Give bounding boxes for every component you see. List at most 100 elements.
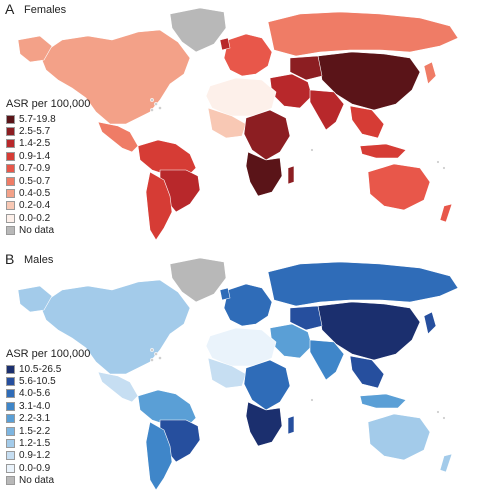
panel-letter: A	[5, 1, 15, 17]
region-central-asia	[289, 305, 323, 331]
region-australia	[367, 163, 431, 211]
legend-label: 0.9-1.2	[19, 450, 51, 462]
region-uk	[219, 287, 231, 301]
legend-swatch	[6, 426, 15, 436]
region-india	[309, 339, 345, 381]
region-europe	[223, 283, 273, 327]
legend-item: 0.7-0.9	[6, 163, 90, 175]
region-southern-africa	[245, 401, 283, 447]
region-greenland	[169, 7, 227, 53]
legend-label: 0.2-0.4	[19, 200, 51, 212]
females-legend: ASR per 100,000 5.7-19.8 2.5-5.7 1.4-2.5 0.…	[6, 98, 90, 237]
legend-rows: 5.7-19.8 2.5-5.7 1.4-2.5 0.9-1.4 0.7-0.9 0.5-…	[6, 113, 90, 237]
legend-swatch	[6, 226, 15, 236]
region-india	[309, 89, 345, 131]
legend-swatch	[6, 189, 15, 199]
legend-rows: 10.5-26.5 5.6-10.5 4.0-5.6 3.1-4.0 2.2-3.1 1.…	[6, 363, 90, 487]
legend-swatch	[6, 127, 15, 137]
legend-item: 0.9-1.4	[6, 150, 90, 162]
region-uk	[219, 37, 231, 51]
legend-item: No data	[6, 475, 90, 487]
legend-swatch	[6, 377, 15, 387]
females-map-panel: A Females ASR per 100,000 5.7-19.8 2.5-5.…	[5, 1, 459, 241]
region-east-africa	[243, 359, 291, 411]
region-new-zealand	[439, 453, 453, 473]
legend-item: 5.6-10.5	[6, 375, 90, 387]
legend-label: 1.5-2.2	[19, 425, 51, 437]
legend-item: 5.7-19.8	[6, 113, 90, 125]
legend-label: 0.0-0.9	[19, 462, 51, 474]
males-world-map	[17, 257, 459, 491]
legend-item: No data	[6, 225, 90, 237]
legend-label: 1.2-1.5	[19, 438, 51, 450]
region-east-asia	[317, 51, 421, 111]
legend-swatch	[6, 414, 15, 424]
panel-title: Males	[24, 254, 54, 266]
region-greenland	[169, 257, 227, 303]
legend-label: 4.0-5.6	[19, 388, 51, 400]
region-central-america	[97, 121, 139, 153]
legend-item: 1.4-2.5	[6, 138, 90, 150]
region-southern-cone	[145, 171, 173, 241]
region-japan	[423, 61, 437, 85]
region-southern-africa	[245, 151, 283, 197]
region-new-zealand	[439, 203, 453, 223]
region-madagascar	[287, 165, 295, 185]
legend-item: 1.5-2.2	[6, 425, 90, 437]
panel-title: Females	[24, 4, 67, 16]
legend-swatch	[6, 114, 15, 124]
region-north-africa	[205, 327, 277, 367]
legend-label: 0.5-0.7	[19, 175, 51, 187]
legend-swatch	[6, 401, 15, 411]
legend-swatch	[6, 364, 15, 374]
legend-item: 3.1-4.0	[6, 400, 90, 412]
region-west-africa	[207, 357, 247, 389]
legend-label: 0.0-0.2	[19, 212, 51, 224]
legend-swatch	[6, 176, 15, 186]
region-east-asia	[317, 301, 421, 361]
region-indonesia	[359, 143, 407, 159]
legend-label: 2.5-5.7	[19, 126, 51, 138]
region-central-asia	[289, 55, 323, 81]
region-southern-cone	[145, 421, 173, 491]
region-russia	[267, 261, 459, 307]
legend-label: No data	[19, 225, 55, 237]
legend-label: 5.6-10.5	[19, 376, 56, 388]
region-north-africa	[205, 77, 277, 117]
legend-label: 0.4-0.5	[19, 188, 51, 200]
region-japan	[423, 311, 437, 335]
legend-label: 3.1-4.0	[19, 400, 51, 412]
males-legend: ASR per 100,000 10.5-26.5 5.6-10.5 4.0-5.6…	[6, 348, 90, 487]
legend-item: 2.5-5.7	[6, 125, 90, 137]
region-west-africa	[207, 107, 247, 139]
legend-swatch	[6, 389, 15, 399]
legend-swatch	[6, 463, 15, 473]
legend-title: ASR per 100,000	[6, 98, 91, 110]
legend-item: 1.2-1.5	[6, 437, 90, 449]
region-east-africa	[243, 109, 291, 161]
legend-title: ASR per 100,000	[6, 348, 91, 360]
legend-swatch	[6, 451, 15, 461]
legend-item: 0.5-0.7	[6, 175, 90, 187]
legend-label: 1.4-2.5	[19, 138, 51, 150]
region-alaska	[17, 285, 53, 313]
legend-label: 0.7-0.9	[19, 163, 51, 175]
legend-item: 0.0-0.2	[6, 212, 90, 224]
region-southeast-asia	[349, 105, 385, 139]
females-world-map	[17, 7, 459, 241]
legend-item: 4.0-5.6	[6, 388, 90, 400]
legend-swatch	[6, 201, 15, 211]
legend-item: 0.4-0.5	[6, 187, 90, 199]
region-indonesia	[359, 393, 407, 409]
legend-item: 10.5-26.5	[6, 363, 90, 375]
legend-label: No data	[19, 475, 55, 487]
legend-swatch	[6, 476, 15, 486]
panel-letter: B	[5, 251, 15, 267]
region-europe	[223, 33, 273, 77]
region-southeast-asia	[349, 355, 385, 389]
legend-swatch	[6, 139, 15, 149]
legend-label: 10.5-26.5	[19, 363, 62, 375]
legend-item: 0.0-0.9	[6, 462, 90, 474]
legend-item: 0.2-0.4	[6, 200, 90, 212]
legend-swatch	[6, 151, 15, 161]
